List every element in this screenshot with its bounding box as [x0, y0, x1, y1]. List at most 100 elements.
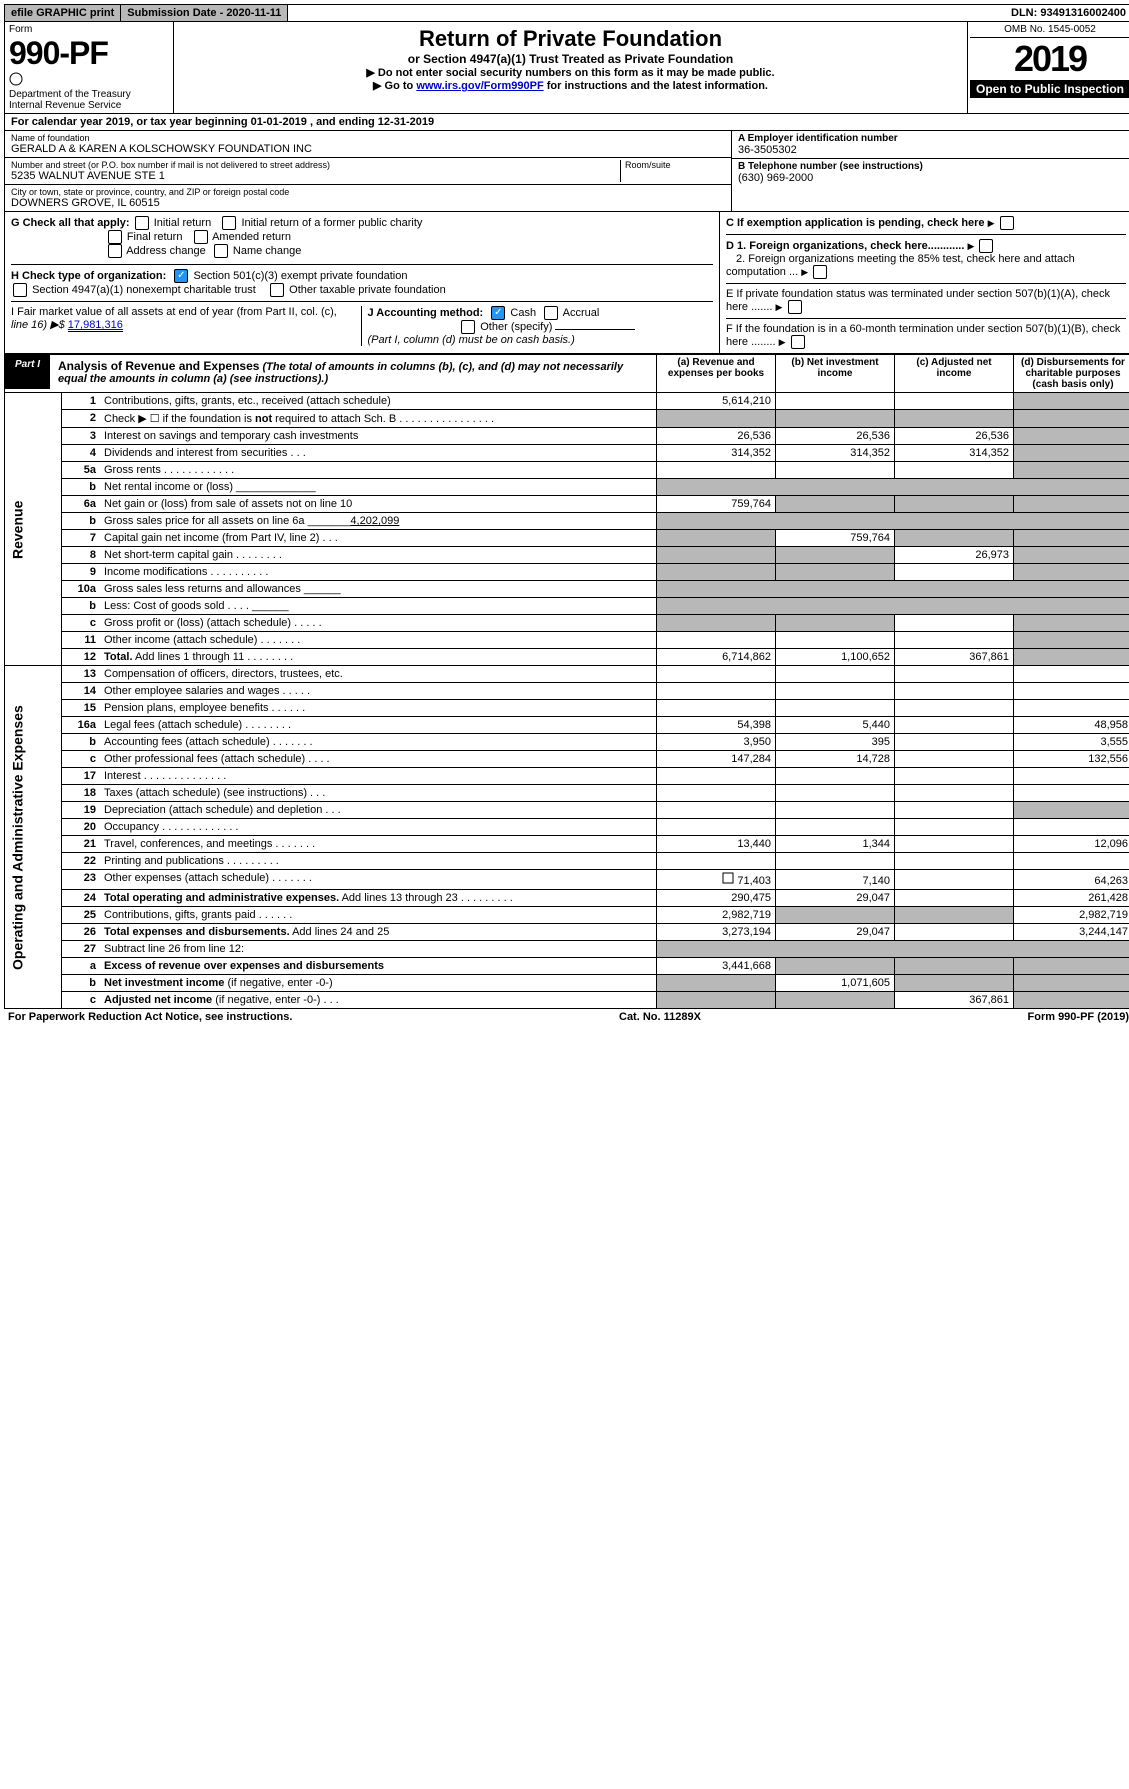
irs-label: Internal Revenue Service	[9, 100, 121, 111]
amount-cell	[895, 785, 1014, 802]
j-accrual-checkbox[interactable]	[544, 306, 558, 320]
j-cash-checkbox[interactable]	[491, 306, 505, 320]
room-label: Room/suite	[625, 160, 725, 170]
amount-cell	[776, 958, 895, 975]
line-number: 4	[62, 445, 101, 462]
line-number: 19	[62, 802, 101, 819]
amount-cell	[895, 958, 1014, 975]
amount-cell	[776, 393, 895, 410]
amount-cell: 290,475	[657, 890, 776, 907]
line-number: 7	[62, 530, 101, 547]
amount-cell: 71,403	[657, 870, 776, 890]
table-row: 10aGross sales less returns and allowanc…	[5, 581, 1129, 598]
line-number: 14	[62, 683, 101, 700]
table-row: aExcess of revenue over expenses and dis…	[5, 958, 1129, 975]
h-4947-checkbox[interactable]	[13, 283, 27, 297]
amount-cell: 367,861	[895, 649, 1014, 666]
amount-cell	[1014, 785, 1129, 802]
col-b-header: (b) Net investment income	[776, 355, 895, 393]
line-number: 10a	[62, 581, 101, 598]
amount-cell	[776, 666, 895, 683]
open-to-public: Open to Public Inspection	[970, 80, 1129, 98]
line-number: 17	[62, 768, 101, 785]
c-checkbox[interactable]	[1000, 216, 1014, 230]
amount-cell	[895, 666, 1014, 683]
line-number: 8	[62, 547, 101, 564]
form-url-link[interactable]: www.irs.gov/Form990PF	[416, 80, 543, 92]
line-number: 13	[62, 666, 101, 683]
col-a-header: (a) Revenue and expenses per books	[657, 355, 776, 393]
amount-cell	[895, 462, 1014, 479]
line-number: 24	[62, 890, 101, 907]
line-number: c	[62, 615, 101, 632]
table-row: 6aNet gain or (loss) from sale of assets…	[5, 496, 1129, 513]
line-desc: Interest . . . . . . . . . . . . . .	[100, 768, 657, 785]
h-other-checkbox[interactable]	[270, 283, 284, 297]
line-desc: Income modifications . . . . . . . . . .	[100, 564, 657, 581]
amount-cell	[895, 393, 1014, 410]
part1-title: Analysis of Revenue and Expenses (The to…	[50, 355, 656, 389]
amount-cell	[657, 785, 776, 802]
line-desc: Interest on savings and temporary cash i…	[100, 428, 657, 445]
line-number: 21	[62, 836, 101, 853]
table-row: 14Other employee salaries and wages . . …	[5, 683, 1129, 700]
table-row: 26Total expenses and disbursements. Add …	[5, 924, 1129, 941]
amount-cell: 14,728	[776, 751, 895, 768]
line-desc: Total expenses and disbursements. Add li…	[100, 924, 657, 941]
amount-cell: 1,100,652	[776, 649, 895, 666]
g-amended-checkbox[interactable]	[194, 230, 208, 244]
h-501c3-checkbox[interactable]	[174, 269, 188, 283]
amount-cell	[895, 768, 1014, 785]
amount-cell	[776, 700, 895, 717]
amount-cell: 759,764	[657, 496, 776, 513]
table-row: Revenue1Contributions, gifts, grants, et…	[5, 393, 1129, 410]
line-desc: Gross rents . . . . . . . . . . . .	[100, 462, 657, 479]
g-initial-return-checkbox[interactable]	[135, 216, 149, 230]
table-row: 20Occupancy . . . . . . . . . . . . .	[5, 819, 1129, 836]
amount-cell	[895, 870, 1014, 890]
line-desc: Occupancy . . . . . . . . . . . . .	[100, 819, 657, 836]
phone-value: (630) 969-2000	[738, 172, 1126, 184]
f-checkbox[interactable]	[791, 335, 805, 349]
amount-cell	[776, 768, 895, 785]
line-number: a	[62, 958, 101, 975]
submission-date: Submission Date - 2020-11-11	[121, 5, 288, 21]
amount-cell: 314,352	[895, 445, 1014, 462]
amount-cell	[1014, 410, 1129, 428]
amount-cell	[1014, 802, 1129, 819]
d2-checkbox[interactable]	[813, 265, 827, 279]
amount-cell	[776, 462, 895, 479]
amount-cell	[895, 890, 1014, 907]
d2-label: 2. Foreign organizations meeting the 85%…	[726, 253, 1075, 278]
j-note: (Part I, column (d) must be on cash basi…	[368, 334, 575, 346]
amount-cell	[895, 751, 1014, 768]
line-desc: Legal fees (attach schedule) . . . . . .…	[100, 717, 657, 734]
col-d-header: (d) Disbursements for charitable purpose…	[1014, 355, 1129, 393]
amount-cell: 1,071,605	[776, 975, 895, 992]
table-row: bGross sales price for all assets on lin…	[5, 513, 1129, 530]
line-desc: Other income (attach schedule) . . . . .…	[100, 632, 657, 649]
name-label: Name of foundation	[11, 133, 725, 143]
amount-cell	[657, 547, 776, 564]
fmv-value[interactable]: 17,981,316	[68, 319, 123, 332]
attachment-icon	[722, 872, 734, 884]
line-number: 26	[62, 924, 101, 941]
d1-checkbox[interactable]	[979, 239, 993, 253]
foundation-name: GERALD A & KAREN A KOLSCHOWSKY FOUNDATIO…	[11, 143, 725, 155]
line-desc: Net short-term capital gain . . . . . . …	[100, 547, 657, 564]
table-row: bNet investment income (if negative, ent…	[5, 975, 1129, 992]
amount-cell: 3,441,668	[657, 958, 776, 975]
amount-cell	[1014, 666, 1129, 683]
e-checkbox[interactable]	[788, 300, 802, 314]
amount-cell: 5,440	[776, 717, 895, 734]
g-final-return-checkbox[interactable]	[108, 230, 122, 244]
d1-label: D 1. Foreign organizations, check here..…	[726, 240, 964, 252]
amount-cell	[895, 717, 1014, 734]
j-other-checkbox[interactable]	[461, 320, 475, 334]
amount-cell	[776, 632, 895, 649]
g-name-change-checkbox[interactable]	[214, 244, 228, 258]
g-address-change-checkbox[interactable]	[108, 244, 122, 258]
amount-cell	[895, 564, 1014, 581]
line-desc: Dividends and interest from securities .…	[100, 445, 657, 462]
g-initial-public-checkbox[interactable]	[222, 216, 236, 230]
